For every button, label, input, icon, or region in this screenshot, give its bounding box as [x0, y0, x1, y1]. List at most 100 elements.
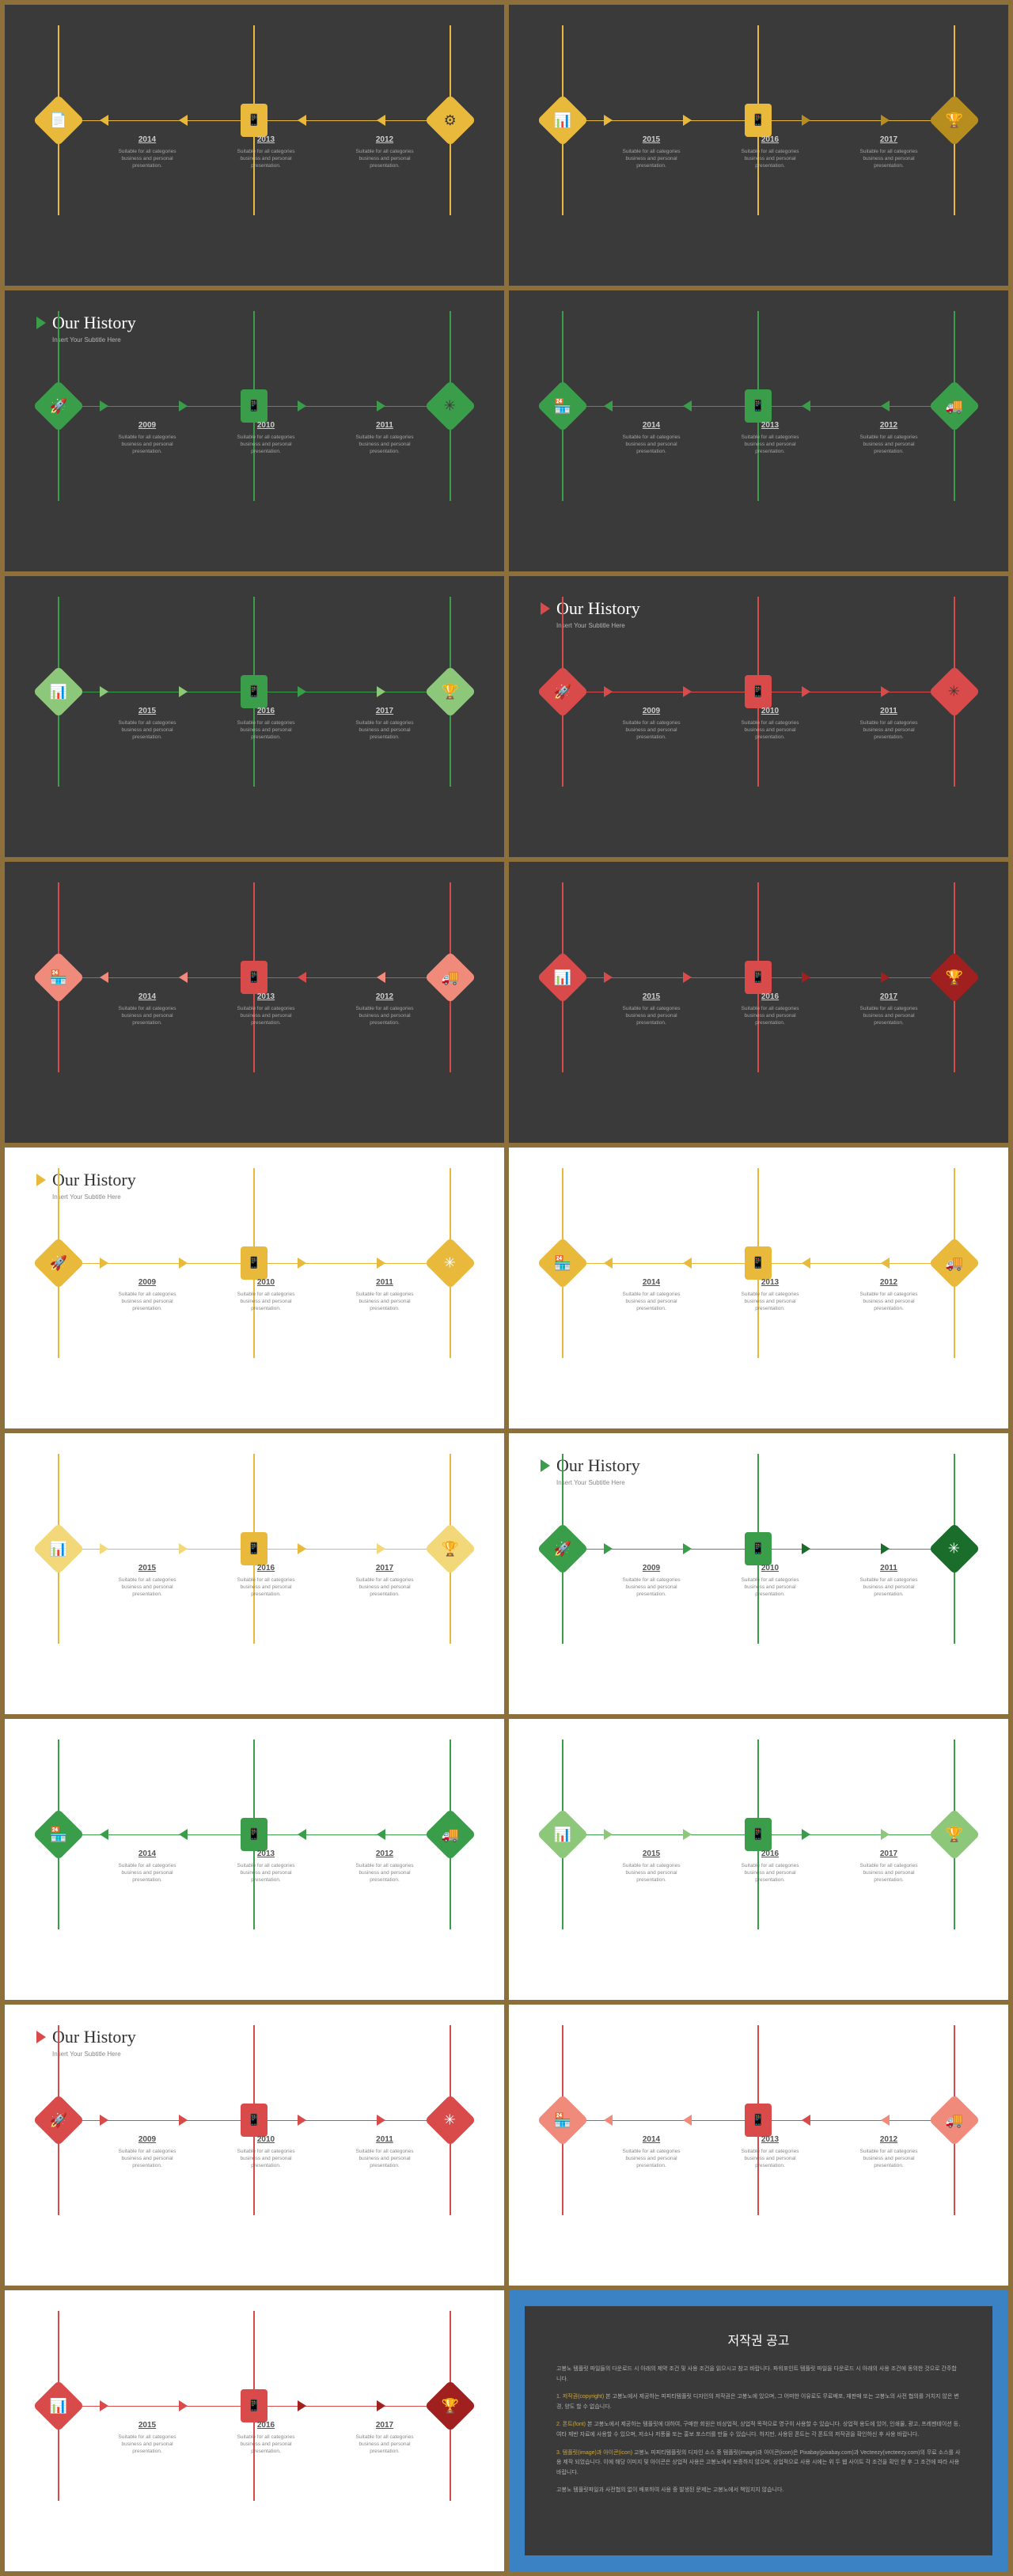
timeline-item: 2017Suitable for all categories business… — [849, 135, 928, 169]
timeline-center-box: 📱 — [745, 1818, 772, 1851]
timeline-year: 2011 — [345, 1277, 424, 1288]
timeline-item: 2010Suitable for all categories business… — [730, 706, 810, 741]
timeline-center-box: 📱 — [745, 1246, 772, 1280]
timeline-desc: Suitable for all categories business and… — [612, 719, 691, 741]
timeline-item: 2012Suitable for all categories business… — [849, 420, 928, 455]
timeline-item: 2015Suitable for all categories business… — [108, 1563, 187, 1598]
timeline-item: 2011Suitable for all categories business… — [849, 706, 928, 741]
slide-header: Our History Insert Your Subtitle Here — [541, 598, 640, 629]
timeline-arrow — [604, 2115, 613, 2126]
timeline-arrow — [683, 1543, 692, 1554]
timeline-arrow — [100, 115, 108, 126]
timeline-arrow — [377, 686, 385, 697]
timeline-arrow — [683, 2115, 692, 2126]
timeline-center-box: 📱 — [745, 2104, 772, 2137]
timeline-desc: Suitable for all categories business and… — [849, 1576, 928, 1598]
template-slide: Our History Insert Your Subtitle Here 🚀✳… — [509, 1433, 1008, 1714]
timeline-center-box: 📱 — [241, 961, 267, 994]
timeline-center-box: 📱 — [745, 675, 772, 708]
notice-p: 1. 저작권(copyright) 본 고봉노에서 제공하는 피피티템플릿 디자… — [556, 2392, 961, 2412]
template-slide: 📄⚙📱2014Suitable for all categories busin… — [5, 5, 504, 286]
gear-icon: ⚙ — [444, 112, 457, 128]
timeline-arrow — [881, 1258, 890, 1269]
timeline-desc: Suitable for all categories business and… — [226, 2148, 305, 2169]
timeline: 🏪🚚📱2014Suitable for all categories busin… — [5, 1803, 504, 1945]
timeline-arrow — [881, 972, 890, 983]
timeline-arrow — [179, 1543, 188, 1554]
timeline-diamond-right: 🚚 — [928, 380, 980, 431]
timeline-year: 2017 — [345, 2420, 424, 2431]
timeline: 📊🏆📱2015Suitable for all categories busin… — [509, 89, 1008, 231]
timeline-year: 2014 — [612, 420, 691, 431]
timeline: 🏪🚚📱2014Suitable for all categories busin… — [509, 1231, 1008, 1374]
trophy-icon: 🏆 — [442, 1540, 459, 1557]
timeline-arrow — [100, 1543, 108, 1554]
timeline-desc: Suitable for all categories business and… — [730, 2148, 810, 2169]
timeline-item: 2014 Suitable for all categories business… — [612, 420, 691, 455]
triangle-bullet-icon — [541, 1459, 550, 1472]
timeline-item: 2013 Suitable for all categories business… — [730, 2134, 810, 2169]
timeline-diamond-left: 🏪 — [537, 2094, 588, 2145]
timeline-year: 2013 — [730, 2134, 810, 2145]
timeline: 📊🏆📱2015Suitable for all categories busin… — [5, 660, 504, 802]
timeline-center-box: 📱 — [745, 389, 772, 423]
timeline-item: 2009Suitable for all categories business… — [108, 1277, 187, 1312]
template-slide: 📊🏆📱2015Suitable for all categories busin… — [509, 5, 1008, 286]
timeline-center-box: 📱 — [241, 1818, 267, 1851]
timeline-item: 2016Suitable for all categories business… — [730, 1849, 810, 1884]
timeline-item: 2012Suitable for all categories business… — [345, 992, 424, 1026]
timeline-diamond-left: 🚀 — [32, 2094, 84, 2145]
timeline-arrow — [100, 972, 108, 983]
timeline-item: 2015Suitable for all categories business… — [108, 2420, 187, 2455]
timeline-diamond-right: ✳ — [424, 1237, 476, 1288]
slide-title: Our History — [556, 1455, 640, 1476]
timeline-year: 2013 — [730, 420, 810, 431]
timeline-diamond-left: 🏪 — [537, 380, 588, 431]
timeline-diamond-left: 🏪 — [32, 1808, 84, 1860]
timeline-arrow — [377, 2400, 385, 2411]
timeline-desc: Suitable for all categories business and… — [108, 1862, 187, 1884]
slide-grid: 📄 ⚙ 📱 2014 Suitable for all categories busin… — [0, 0, 1013, 2576]
timeline-year: 2016 — [730, 135, 810, 146]
timeline-center-box: 📱 — [241, 104, 267, 137]
timeline-arrow — [881, 400, 890, 412]
timeline-center-box: 📱 — [745, 1532, 772, 1565]
timeline-item: 2015Suitable for all categories business… — [612, 1849, 691, 1884]
timeline-item: 2013Suitable for all categories business… — [730, 1277, 810, 1312]
timeline-arrow — [298, 1543, 306, 1554]
timeline-arrow — [100, 1829, 108, 1840]
timeline-arrow — [802, 115, 810, 126]
timeline-year: 2012 — [345, 135, 424, 146]
timeline-arrow — [881, 686, 890, 697]
timeline-arrow — [179, 1829, 188, 1840]
store-icon: 🏪 — [50, 1826, 67, 1842]
timeline-desc: Suitable for all categories business and… — [730, 719, 810, 741]
timeline-item: 2016 Suitable for all categories business… — [226, 2420, 305, 2455]
notice-title: 저작권 공고 — [556, 2330, 961, 2349]
timeline-item: 2009Suitable for all categories business… — [108, 420, 187, 455]
timeline-arrow — [179, 115, 188, 126]
timeline-arrow — [604, 972, 613, 983]
doc-icon: 📄 — [50, 112, 67, 128]
timeline-item: 2014Suitable for all categories business… — [108, 992, 187, 1026]
timeline-diamond-right: 🚚 — [928, 1237, 980, 1288]
timeline-year: 2016 — [730, 1849, 810, 1860]
timeline-year: 2016 — [226, 2420, 305, 2431]
timeline-desc: Suitable for all categories business and… — [108, 148, 187, 169]
timeline-diamond-left: 🚀 — [537, 666, 588, 717]
template-slide: 🏪🚚📱2014Suitable for all categories busin… — [509, 2005, 1008, 2286]
timeline-arrow — [604, 1829, 613, 1840]
timeline-desc: Suitable for all categories business and… — [612, 434, 691, 455]
timeline-desc: Suitable for all categories business and… — [849, 1005, 928, 1026]
slide-title: Our History — [52, 1170, 136, 1190]
timeline-diamond-left: 📊 — [32, 1523, 84, 1574]
template-slide: 🏪🚚📱2014Suitable for all categories busin… — [5, 862, 504, 1143]
timeline-diamond-left: 📊 — [537, 94, 588, 146]
timeline-desc: Suitable for all categories business and… — [226, 2434, 305, 2455]
template-slide: Our History Insert Your Subtitle Here 🚀✳… — [5, 290, 504, 571]
timeline-desc: Suitable for all categories business and… — [612, 148, 691, 169]
timeline-desc: Suitable for all categories business and… — [226, 148, 305, 169]
timeline-desc: Suitable for all categories business and… — [849, 1862, 928, 1884]
timeline-arrow — [683, 1829, 692, 1840]
rocket-icon: 🚀 — [50, 1254, 67, 1271]
